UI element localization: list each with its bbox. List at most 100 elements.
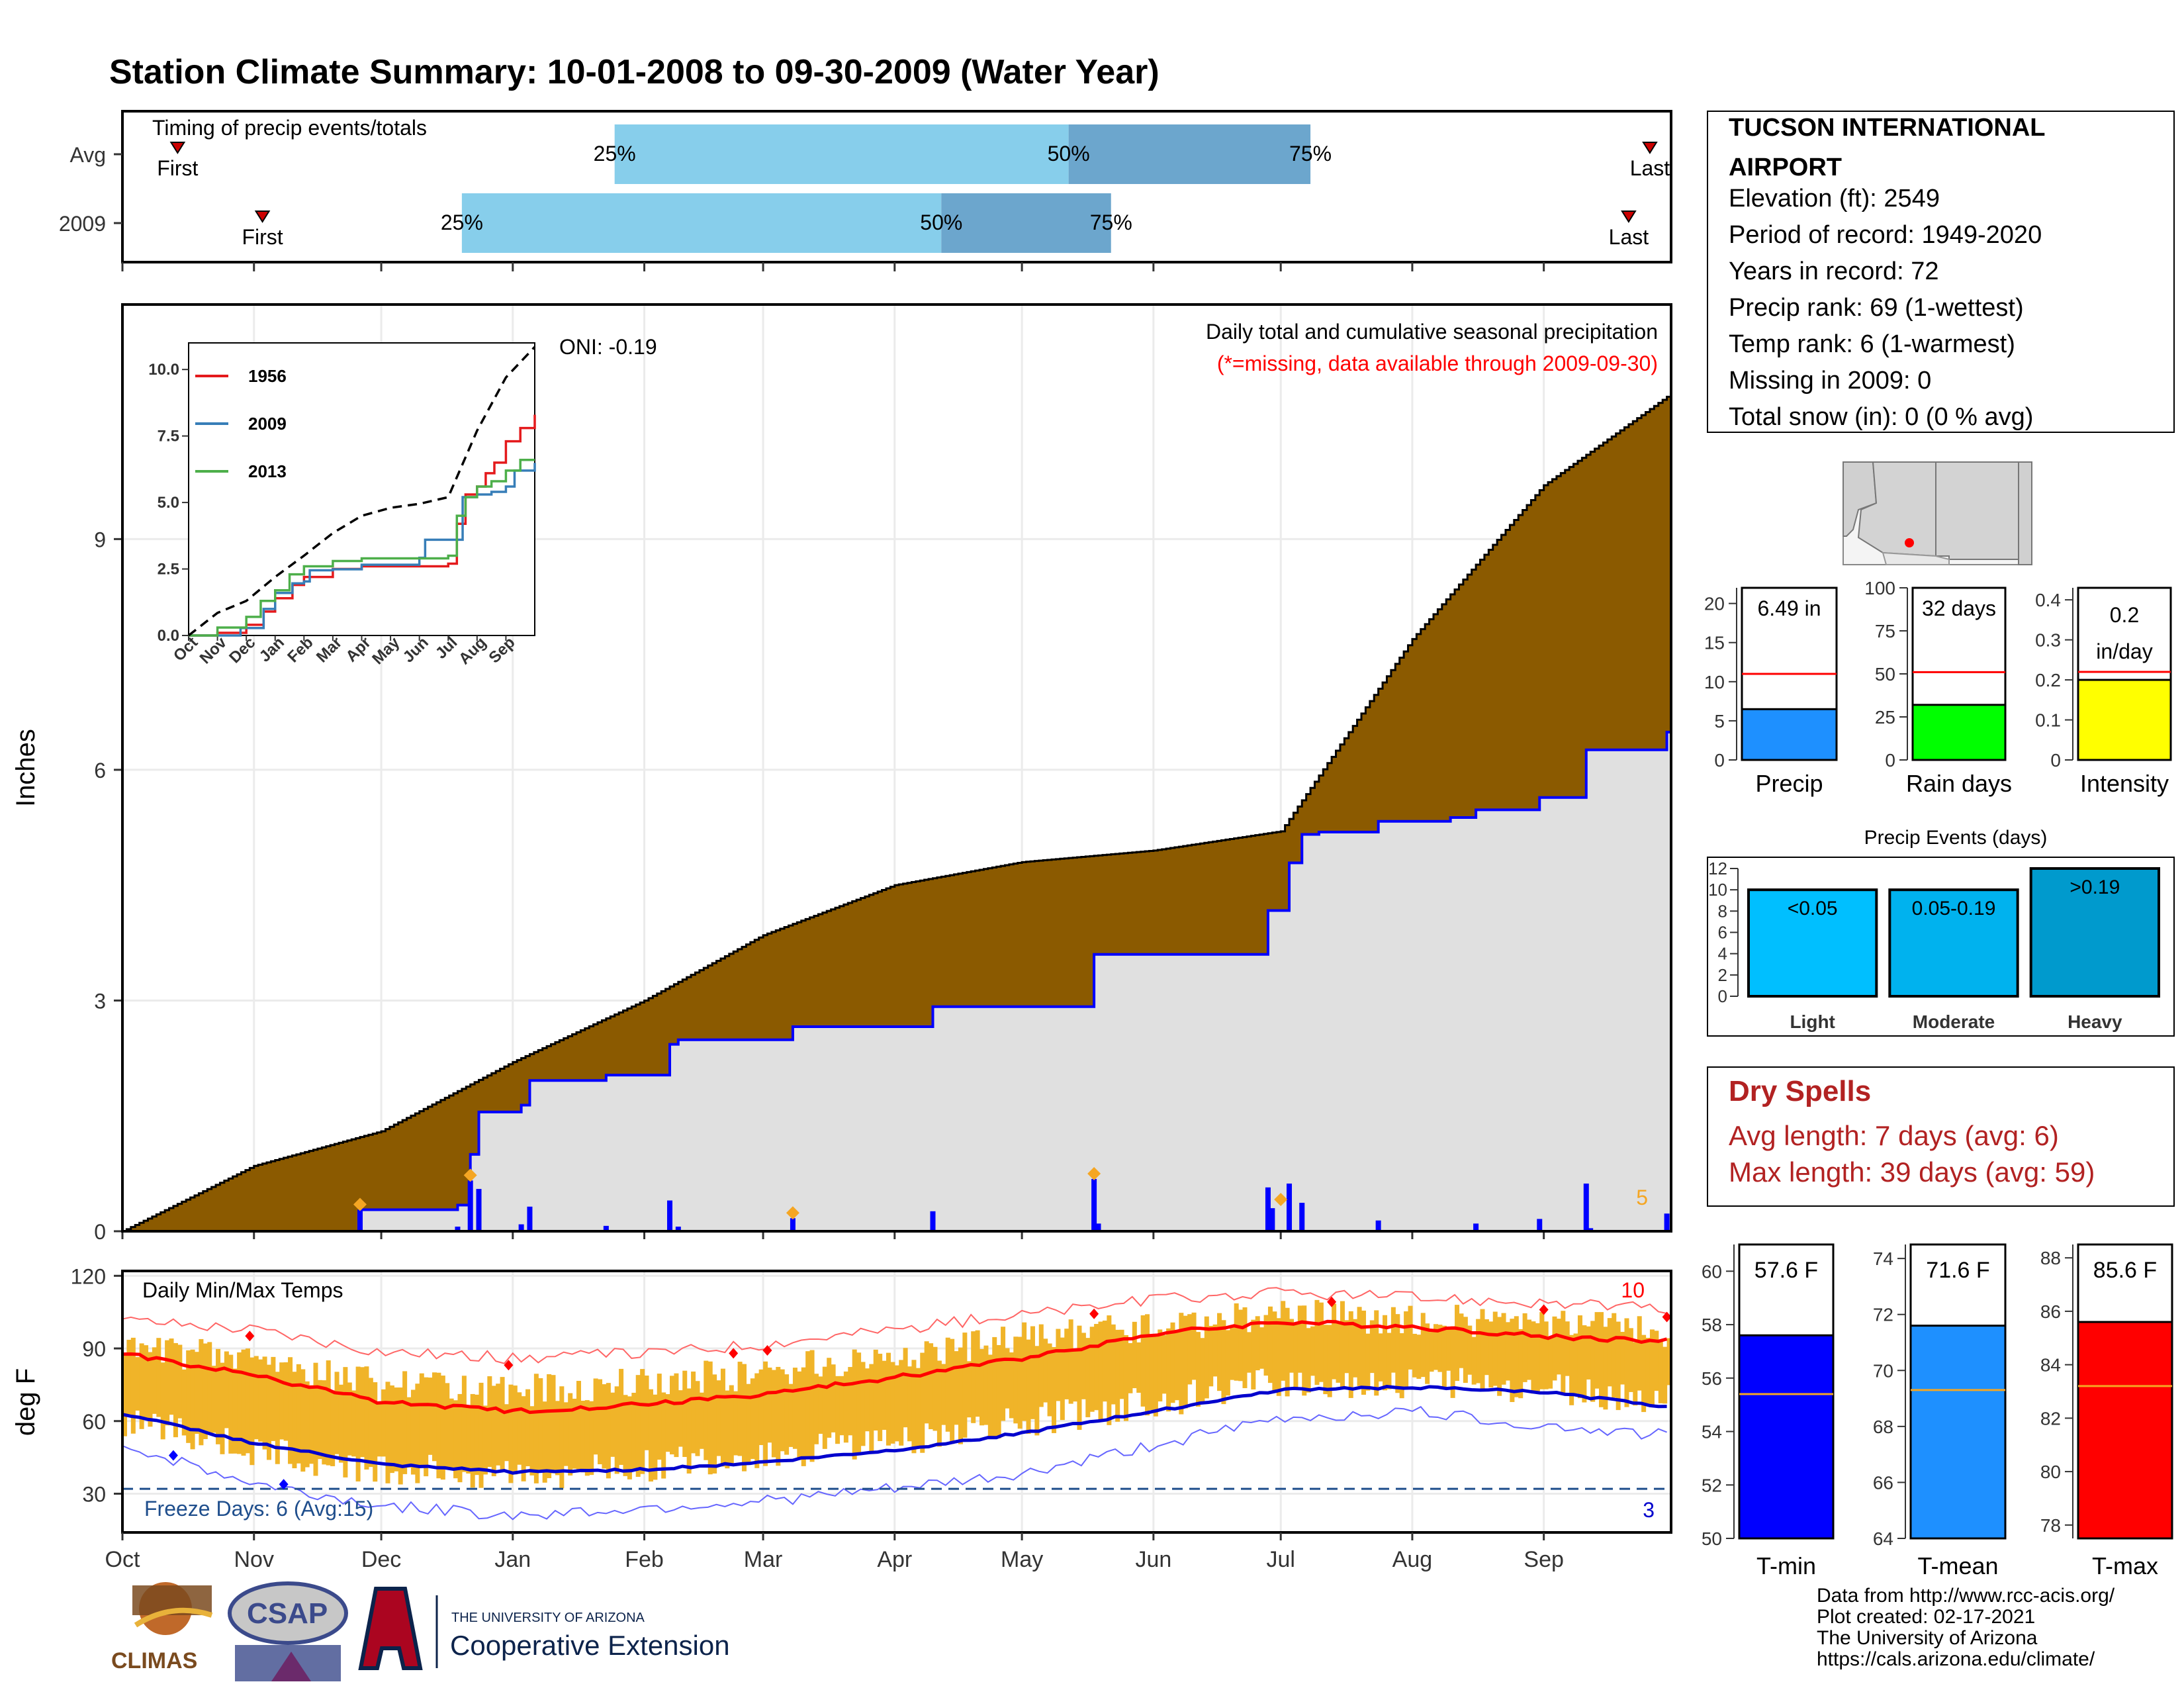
daily-precip-bar <box>667 1200 673 1231</box>
daily-temp-range-bar <box>1527 1319 1532 1380</box>
daily-temp-range-bar <box>809 1350 815 1462</box>
daily-temp-range-bar <box>1522 1313 1527 1382</box>
t-max-value-label: 85.6 F <box>2093 1258 2157 1283</box>
daily-temp-range-bar <box>1234 1303 1239 1381</box>
daily-temp-range-bar <box>547 1374 552 1479</box>
daily-temp-range-bar <box>584 1400 590 1476</box>
daily-temp-range-bar <box>533 1374 539 1483</box>
daily-temp-range-bar <box>1123 1335 1128 1421</box>
inset-y-tick-label: 2.5 <box>158 561 179 579</box>
freeze-days-label: Freeze Days: 6 (Avg:15) <box>144 1497 373 1521</box>
footer-line: Data from http://www.rcc-acis.org/ <box>1817 1585 2115 1607</box>
station-frame <box>1707 111 2175 433</box>
daily-precip-bar <box>476 1189 482 1231</box>
daily-temp-range-bar <box>1026 1339 1031 1434</box>
events-bar <box>1888 888 2019 998</box>
daily-temp-range-bar <box>559 1386 565 1489</box>
daily-temp-range-bar <box>843 1371 848 1443</box>
inset-legend-label: 2009 <box>248 414 287 434</box>
daily-temp-range-bar <box>1637 1316 1642 1391</box>
daily-temp-range-bar <box>148 1352 153 1427</box>
t-mean-value-label: 71.6 F <box>1926 1258 1989 1283</box>
daily-precip-bar <box>1287 1183 1293 1231</box>
month-tick-label: May <box>1001 1547 1043 1572</box>
events-bar-label: >0.19 <box>2070 876 2120 898</box>
daily-temp-range-bar <box>1531 1321 1536 1394</box>
daily-temp-range-bar <box>1158 1329 1163 1402</box>
climas-logo: CLIMAS <box>111 1582 213 1673</box>
events-y-tick-label: 2 <box>1718 965 1727 985</box>
daily-temp-range-bar <box>1450 1326 1455 1398</box>
timing-bar-q25-q50 <box>461 193 942 253</box>
daily-temp-range-bar <box>822 1366 827 1449</box>
daily-temp-range-bar <box>1369 1320 1375 1374</box>
daily-temp-range-bar <box>181 1369 187 1436</box>
daily-temp-range-bar <box>304 1381 310 1468</box>
dry-spells-box: Dry Spells Avg length: 7 days (avg: 6) M… <box>1707 1066 2175 1207</box>
daily-temp-range-bar <box>1145 1314 1150 1416</box>
daily-temp-range-bar <box>1073 1350 1078 1402</box>
daily-temp-range-bar <box>792 1368 797 1449</box>
daily-temp-range-bar <box>355 1366 361 1481</box>
daily-temp-range-bar <box>699 1392 704 1449</box>
daily-temp-range-bar <box>432 1372 437 1462</box>
daily-temp-range-bar <box>1480 1309 1485 1391</box>
daily-temp-range-bar <box>915 1368 921 1449</box>
daily-temp-range-bar <box>729 1385 734 1464</box>
daily-temp-range-bar <box>929 1343 934 1430</box>
timing-row-label: 2009 <box>59 212 106 236</box>
actual-cumulative-area <box>122 731 1671 1231</box>
daily-temp-range-bar <box>122 1354 128 1436</box>
daily-temp-range-bar <box>1204 1316 1209 1399</box>
precip-total-value-label: 6.49 in <box>1757 596 1821 620</box>
daily-precip-bar <box>357 1209 363 1231</box>
oni-label: ONI: -0.19 <box>559 335 657 359</box>
inset-avg-line <box>187 346 536 637</box>
intensity-value-bar <box>2077 679 2172 761</box>
events-y-tick-label: 6 <box>1718 923 1727 943</box>
daily-temp-range-bar <box>1390 1307 1396 1373</box>
daily-temp-range-bar <box>478 1382 484 1488</box>
daily-temp-range-bar <box>665 1394 670 1452</box>
daily-temp-range-bar <box>1200 1338 1205 1403</box>
daily-temp-range-bar <box>1085 1338 1091 1417</box>
precip-title: Daily total and cumulative seasonal prec… <box>1206 320 1658 344</box>
daily-temp-range-bar <box>1463 1317 1468 1383</box>
daily-temp-range-bar <box>869 1364 874 1453</box>
daily-temp-range-bar <box>958 1347 963 1444</box>
inset-y-tick-label: 0.0 <box>158 627 179 645</box>
daily-temp-range-bar <box>580 1401 586 1473</box>
daily-temp-range-bar <box>135 1357 140 1411</box>
daily-temp-range-bar <box>987 1354 993 1438</box>
daily-temp-range-bar <box>1658 1341 1663 1403</box>
record-daily-precip-marker <box>1274 1193 1288 1206</box>
daily-temp-range-bar <box>1471 1336 1477 1385</box>
events-category-label: Light <box>1790 1011 1835 1032</box>
daily-temp-range-bar <box>457 1393 463 1483</box>
intensity-category-label: Intensity <box>2080 770 2169 797</box>
daily-temp-range-bar <box>504 1404 509 1462</box>
precip-total-y-tick-label: 0 <box>1714 750 1725 771</box>
temp-frame <box>121 1270 1672 1534</box>
daily-temp-range-bar <box>326 1360 331 1466</box>
daily-temp-range-bar <box>322 1380 327 1465</box>
daily-temp-range-bar <box>258 1359 263 1442</box>
daily-temp-range-bar <box>589 1401 594 1476</box>
daily-temp-range-bar <box>1645 1338 1651 1405</box>
rain-days-y-tick-label: 50 <box>1875 664 1895 684</box>
precip-subtitle: (*=missing, data available through 2009-… <box>1217 352 1658 375</box>
daily-temp-range-bar <box>813 1374 819 1444</box>
intensity-y-tick-label: 0.3 <box>2035 630 2061 651</box>
daily-temp-range-bar <box>827 1358 832 1438</box>
month-tick-label: Feb <box>625 1547 664 1572</box>
daily-temp-range-bar <box>1641 1335 1647 1413</box>
daily-temp-range-bar <box>300 1369 306 1472</box>
events-y-tick-label: 12 <box>1708 859 1727 878</box>
daily-temp-range-bar <box>1505 1322 1510 1381</box>
daily-temp-range-bar <box>839 1376 844 1436</box>
record-daily-precip-marker <box>353 1197 367 1211</box>
daily-temp-range-bar <box>1633 1342 1638 1406</box>
intensity-y-tick-label: 0.1 <box>2035 710 2061 731</box>
events-category-label: Heavy <box>2068 1011 2122 1032</box>
daily-temp-range-bar <box>1302 1305 1307 1396</box>
